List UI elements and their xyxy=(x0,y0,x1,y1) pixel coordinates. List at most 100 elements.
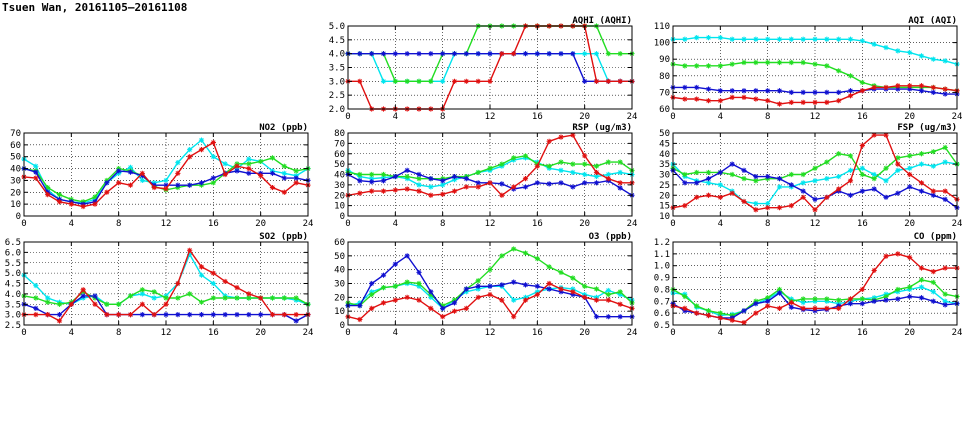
x-tick-label: 4 xyxy=(69,219,74,229)
data-point-blue xyxy=(776,290,783,296)
data-point-green xyxy=(895,155,901,161)
y-tick-label: 0.5 xyxy=(654,321,670,331)
y-tick-label: 10 xyxy=(659,212,670,222)
y-tick-label: 80 xyxy=(659,72,670,82)
x-tick-label: 16 xyxy=(857,112,868,122)
data-point-red xyxy=(812,99,818,105)
data-point-green xyxy=(392,283,398,289)
data-point-cyan xyxy=(847,36,854,42)
data-point-red xyxy=(499,297,505,303)
data-point-red xyxy=(907,254,913,261)
data-point-cyan xyxy=(33,163,39,169)
data-point-red xyxy=(605,297,611,303)
data-point-blue xyxy=(380,178,387,184)
x-tick-label: 8 xyxy=(440,219,445,229)
y-tick-label: 60 xyxy=(334,150,345,160)
data-point-red xyxy=(570,289,576,295)
y-tick-label: 110 xyxy=(654,22,670,32)
data-point-blue xyxy=(859,188,865,194)
data-point-green xyxy=(605,159,611,165)
data-point-blue xyxy=(800,188,806,194)
data-point-cyan xyxy=(776,36,783,42)
data-point-blue xyxy=(187,182,193,188)
data-point-red xyxy=(907,83,913,89)
data-point-red xyxy=(416,297,422,303)
data-point-green xyxy=(546,264,552,270)
data-point-blue xyxy=(440,305,446,311)
data-point-green xyxy=(522,153,529,159)
data-point-blue xyxy=(836,89,842,95)
data-point-green xyxy=(428,78,434,84)
x-tick-label: 0 xyxy=(345,219,350,229)
data-point-blue xyxy=(883,297,889,303)
data-point-red xyxy=(942,86,948,92)
data-point-green xyxy=(883,165,889,171)
data-point-red xyxy=(116,180,122,186)
data-point-red xyxy=(475,78,481,84)
data-point-red xyxy=(582,294,588,300)
y-tick-label: 2.5 xyxy=(329,91,345,101)
data-point-cyan xyxy=(942,159,948,165)
y-tick-label: 6.0 xyxy=(5,248,21,258)
data-point-green xyxy=(824,296,830,302)
y-tick-label: 45 xyxy=(659,139,670,149)
data-point-cyan xyxy=(800,36,806,42)
data-point-blue xyxy=(440,51,446,57)
x-tick-label: 4 xyxy=(718,219,723,229)
data-point-red xyxy=(475,294,481,300)
data-point-cyan xyxy=(210,154,216,160)
data-point-blue xyxy=(80,293,86,299)
data-point-cyan xyxy=(151,295,157,301)
data-point-blue xyxy=(56,312,63,318)
data-point-red xyxy=(883,253,889,259)
data-point-blue xyxy=(847,88,854,94)
data-point-red xyxy=(705,192,712,198)
data-point-cyan xyxy=(883,44,889,51)
data-point-red xyxy=(56,199,63,205)
data-point-green xyxy=(380,285,387,291)
data-point-red xyxy=(729,317,735,323)
data-point-cyan xyxy=(883,178,889,184)
data-point-blue xyxy=(187,312,193,318)
data-point-cyan xyxy=(859,165,865,171)
data-point-cyan xyxy=(705,180,712,186)
data-point-green xyxy=(918,277,925,283)
data-point-red xyxy=(694,96,700,102)
panel-title: NO2 (ppb) xyxy=(259,123,308,133)
data-point-green xyxy=(475,169,481,176)
panel-title: AQI (AQI) xyxy=(908,16,957,26)
data-point-blue xyxy=(800,89,806,95)
data-point-green xyxy=(836,151,842,157)
data-point-blue xyxy=(812,89,818,95)
y-tick-label: 4.5 xyxy=(5,280,21,290)
data-point-red xyxy=(717,98,723,104)
data-point-blue xyxy=(741,167,747,173)
data-point-green xyxy=(582,283,588,289)
data-point-blue xyxy=(440,178,446,184)
data-point-red xyxy=(705,98,712,104)
data-point-green xyxy=(800,171,806,178)
panel-o3: 0 4 8 12 16 20 24 0 10 20 30 40 50 60 O3 (ppb) xyxy=(334,232,637,338)
data-point-cyan xyxy=(163,177,169,184)
data-point-red xyxy=(451,188,458,194)
data-point-red xyxy=(68,201,74,207)
data-point-green xyxy=(930,149,936,155)
data-point-green xyxy=(475,278,481,284)
data-point-green xyxy=(281,295,287,301)
x-tick-label: 12 xyxy=(810,328,821,338)
data-point-cyan xyxy=(416,182,422,188)
data-point-blue xyxy=(198,312,205,318)
data-point-blue xyxy=(116,168,122,174)
data-point-green xyxy=(705,308,712,314)
data-point-green xyxy=(824,159,830,165)
data-point-red xyxy=(741,320,747,326)
y-tick-label: 20 xyxy=(659,191,670,201)
data-point-red xyxy=(570,132,576,138)
data-point-green xyxy=(511,155,517,161)
data-point-red xyxy=(269,184,276,191)
data-point-green xyxy=(741,59,747,66)
data-point-blue xyxy=(499,282,505,288)
data-point-blue xyxy=(463,286,469,292)
